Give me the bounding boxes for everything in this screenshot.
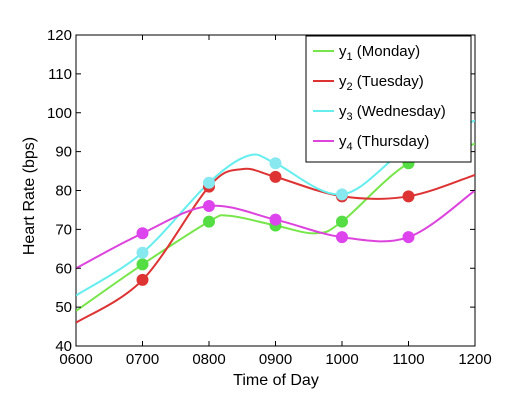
x-tick-label: 0800 (192, 351, 225, 368)
y-tick-label: 40 (55, 338, 72, 355)
y-tick-label: 70 (55, 221, 72, 238)
y-tick-label: 90 (55, 144, 72, 161)
legend-label: y3 (Wednesday) (339, 103, 446, 123)
series-1-point (136, 258, 149, 271)
series-4-point (402, 231, 415, 244)
x-tick-label: 1100 (392, 351, 424, 368)
series-1-point (336, 215, 348, 228)
series-1-point (203, 215, 215, 228)
x-axis-label: Time of Day (233, 372, 319, 389)
legend-label: y4 (Thursday) (339, 133, 429, 153)
y-tick-label: 100 (47, 105, 72, 122)
y-tick-label: 110 (48, 66, 72, 83)
series-4-point (136, 227, 149, 240)
y-axis-label: Heart Rate (bps) (21, 137, 38, 255)
legend: y1 (Monday) y2 (Tuesday) y3 (Wednesday) y4 … (305, 35, 472, 163)
series-3-point (136, 246, 149, 259)
x-tick-label: 1000 (325, 351, 358, 368)
x-tick-label: 1200 (458, 351, 491, 368)
legend-label: y1 (Monday) (339, 43, 420, 63)
series-2-point (136, 273, 149, 286)
series-2-point (402, 190, 415, 203)
y-tick-label: 60 (55, 260, 72, 277)
x-tick-label: 0700 (126, 351, 159, 368)
tick-layer: 0600 0700 0800 0900 1000 1100 1200 40 50 60 70 80 90… (47, 27, 492, 368)
x-tick-label: 0900 (259, 351, 292, 368)
series-3-point (269, 157, 282, 170)
series-2-line (76, 167, 475, 324)
y-tick-label: 50 (55, 299, 72, 316)
legend-label: y2 (Tuesday) (339, 73, 424, 93)
series-4-point (269, 213, 282, 226)
y-tick-label: 80 (55, 183, 72, 200)
x-tick-label: 0600 (59, 351, 92, 368)
series-3-point (203, 176, 215, 189)
series-2-point (269, 170, 282, 183)
series-4-point (336, 231, 348, 244)
series-4-point (203, 200, 215, 213)
series-3-point (336, 188, 348, 201)
y-tick-label: 120 (47, 27, 72, 44)
